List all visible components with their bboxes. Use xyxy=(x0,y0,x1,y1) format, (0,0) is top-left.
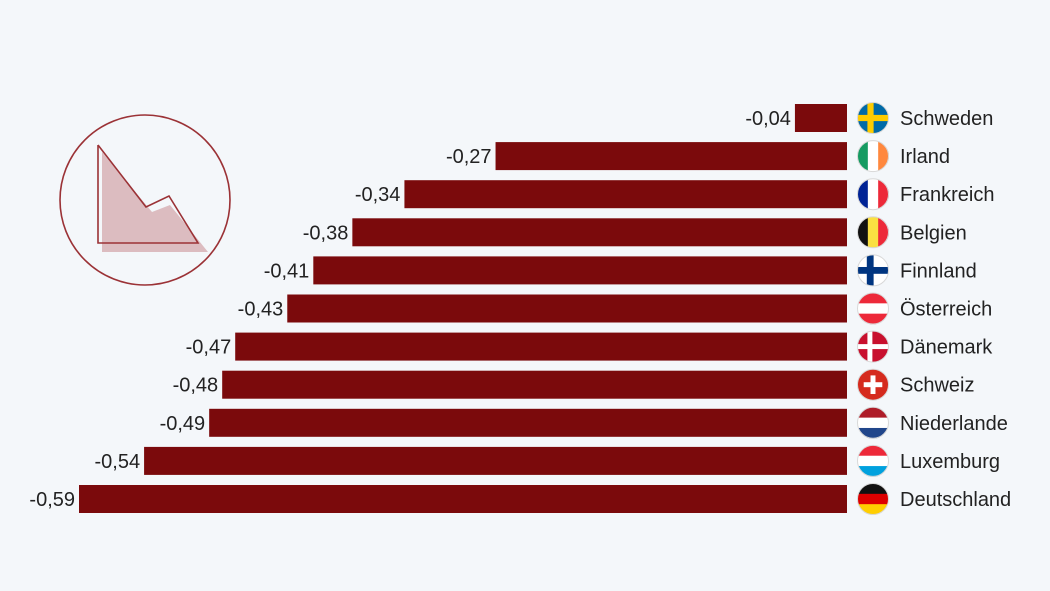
value-label: -0,43 xyxy=(238,299,284,321)
area-chart-icon xyxy=(59,114,231,286)
country-label: Belgien xyxy=(900,222,967,244)
value-label: -0,34 xyxy=(355,184,401,206)
bar-belgien xyxy=(352,218,847,247)
bar-deutschland xyxy=(79,485,847,513)
country-label: Finnland xyxy=(900,260,977,282)
bar-frankreich xyxy=(404,180,847,209)
bar-finnland xyxy=(313,256,848,285)
value-label: -0,54 xyxy=(94,451,140,473)
value-label: -0,38 xyxy=(303,222,349,244)
bar-dänemark xyxy=(235,332,848,361)
bar-österreich xyxy=(287,294,847,323)
austria-flag-icon xyxy=(857,292,889,325)
luxembourg-flag-icon xyxy=(857,444,889,477)
bar-irland xyxy=(495,142,847,171)
country-label: Deutschland xyxy=(900,489,1011,511)
bar-luxemburg xyxy=(144,446,848,475)
value-label: -0,41 xyxy=(264,260,310,282)
ireland-flag-icon xyxy=(857,140,889,173)
value-label: -0,47 xyxy=(186,337,232,359)
country-label: Niederlande xyxy=(900,413,1008,435)
bars-layer: -0,04 Schweden -0,27 Irland -0,34 Frankreich -… xyxy=(29,102,1011,515)
country-label: Dänemark xyxy=(900,337,993,359)
value-label: -0,48 xyxy=(173,375,219,397)
value-label: -0,27 xyxy=(446,146,492,168)
denmark-flag-icon xyxy=(857,330,889,363)
bar-schweden xyxy=(794,104,847,132)
sweden-flag-icon xyxy=(857,102,889,134)
country-label: Luxemburg xyxy=(900,451,1000,473)
country-label: Österreich xyxy=(900,299,992,321)
value-label: -0,59 xyxy=(29,489,75,511)
france-flag-icon xyxy=(857,178,889,211)
value-label: -0,49 xyxy=(160,413,206,435)
bar-schweiz xyxy=(222,370,847,399)
germany-flag-icon xyxy=(857,483,889,515)
country-label: Schweden xyxy=(900,108,993,130)
switzerland-flag-icon xyxy=(857,368,889,401)
belgium-flag-icon xyxy=(857,216,889,249)
country-label: Frankreich xyxy=(900,184,994,206)
country-label: Irland xyxy=(900,146,950,168)
value-label: -0,04 xyxy=(745,108,791,130)
country-label: Schweiz xyxy=(900,375,974,397)
bar-niederlande xyxy=(209,408,847,437)
finland-flag-icon xyxy=(857,254,889,287)
netherlands-flag-icon xyxy=(857,406,889,439)
